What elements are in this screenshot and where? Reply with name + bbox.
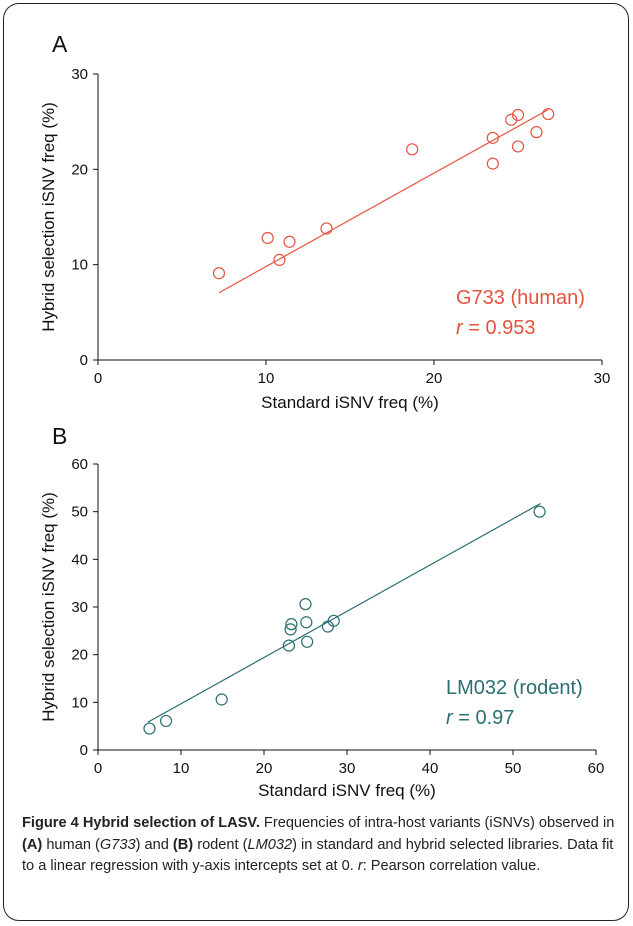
figure-caption: Figure 4 Hybrid selection of LASV. Frequ… <box>22 813 622 878</box>
panel-b-x-tick-label: 40 <box>422 760 439 777</box>
panel-b-data-point <box>533 505 546 518</box>
panel-b-r-symbol: r <box>446 707 454 729</box>
caption-text-3: ) and <box>135 836 173 853</box>
caption-sample-a: G733 <box>99 836 136 853</box>
panel-b-y-tick-label: 30 <box>71 599 88 616</box>
panel-b-data-point <box>327 614 340 627</box>
panel-b-data-point <box>300 616 313 629</box>
panel-a-sample-label: G733 (human) <box>456 287 585 309</box>
caption-text-2: human ( <box>42 836 100 853</box>
panel-b-y-tick-label: 10 <box>71 694 88 711</box>
caption-panel-b-label: (B) <box>172 836 194 853</box>
panel-a-x-tick-label: 10 <box>258 370 275 387</box>
panel-a-data-point <box>530 126 543 139</box>
panel-b-data-point <box>159 714 173 728</box>
panel-b-data-point <box>301 635 314 648</box>
panel-b-y-tick-label: 60 <box>71 456 88 473</box>
panel-b-chart: B 0 10 20 30 40 50 60 0 10 20 30 40 50 60 Standard iSNV… <box>39 423 604 800</box>
panel-b-sample-label: LM032 (rodent) <box>446 677 583 699</box>
panel-b-y-tick-label: 20 <box>71 647 88 664</box>
panel-b-letter: B <box>52 423 67 449</box>
figure-charts: A 0 10 20 30 0 10 20 30 Standard iSNV freq (%) Hyb… <box>39 31 610 800</box>
panel-a-data-point <box>320 222 333 235</box>
panel-a-data-point <box>406 143 419 156</box>
panel-b-y-tick-label: 50 <box>71 504 88 521</box>
panel-a-y-tick-label: 30 <box>71 66 88 83</box>
panel-b-x-tick-label: 30 <box>339 760 356 777</box>
panel-b-x-tick-label: 0 <box>94 760 102 777</box>
panel-a-y-tick-label: 0 <box>80 352 88 369</box>
figure-frame <box>3 3 629 921</box>
panel-b-data-point <box>215 693 228 706</box>
panel-a-x-tick-label: 30 <box>594 370 611 387</box>
caption-text-5: ) in standard and hybrid selected librar… <box>22 836 614 875</box>
panel-a-letter: A <box>52 31 68 57</box>
panel-a-chart: A 0 10 20 30 0 10 20 30 Standard iSNV freq (%) Hyb… <box>39 31 610 412</box>
panel-b-x-tick-label: 60 <box>588 760 605 777</box>
panel-b-x-tick-label: 50 <box>505 760 522 777</box>
caption-text-6: : Pearson correlation value. <box>362 858 541 874</box>
panel-b-x-tick-label: 10 <box>173 760 190 777</box>
panel-a-data-point <box>486 131 499 144</box>
panel-a-data-point <box>486 157 499 170</box>
panel-a-data-point <box>261 231 274 245</box>
panel-b-correlation-label: r = 0.97 <box>446 707 514 729</box>
panel-b-data-point <box>143 722 156 735</box>
panel-a-x-tick-label: 20 <box>426 370 443 387</box>
panel-a-y-tick-label: 10 <box>71 257 88 274</box>
panel-a-data-point <box>212 267 226 280</box>
panel-a-correlation-label: r = 0.953 <box>456 317 536 339</box>
panel-b-r-value: = 0.97 <box>453 707 515 729</box>
panel-a-y-axis-label: Hybrid selection iSNV freq (%) <box>39 102 58 332</box>
panel-b-data-point <box>299 598 312 611</box>
panel-b-data-point <box>285 618 298 631</box>
panel-b-data-point <box>284 623 297 636</box>
caption-text-1: Frequencies of intra-host variants (iSNV… <box>259 815 615 831</box>
caption-r-symbol: r <box>357 858 363 874</box>
panel-b-x-axis-label: Standard iSNV freq (%) <box>258 781 436 800</box>
panel-b-y-tick-label: 0 <box>80 742 88 759</box>
panel-a-data-point <box>273 253 286 266</box>
panel-b-x-tick-label: 20 <box>256 760 273 777</box>
panel-b-regression-line <box>147 503 541 723</box>
panel-b-data-point <box>282 639 295 652</box>
panel-a-data-point <box>542 107 555 121</box>
caption-sample-b: LM032 <box>247 836 293 853</box>
panel-a-y-tick-label: 20 <box>71 161 88 178</box>
panel-a-data-point <box>283 235 296 248</box>
panel-a-r-symbol: r <box>456 317 464 339</box>
panel-a-x-axis-label: Standard iSNV freq (%) <box>261 393 439 412</box>
panel-a-r-value: = 0.953 <box>463 317 536 339</box>
panel-a-data-point <box>511 108 525 122</box>
caption-text-4: rodent ( <box>193 836 248 853</box>
caption-figure-label: Figure 4 Hybrid selection of LASV. <box>22 815 260 831</box>
panel-b-y-tick-label: 40 <box>71 551 88 568</box>
panel-a-x-tick-label: 0 <box>94 370 102 387</box>
panel-a-data-point <box>511 140 525 153</box>
panel-b-y-axis-label: Hybrid selection iSNV freq (%) <box>39 492 58 722</box>
caption-panel-a-label: (A) <box>22 836 43 853</box>
